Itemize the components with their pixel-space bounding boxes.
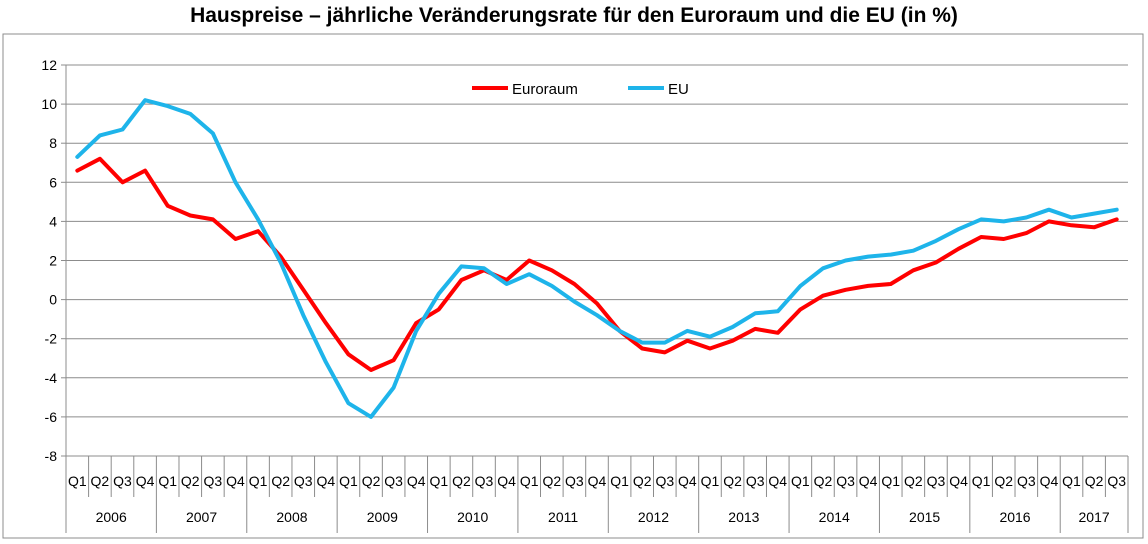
x-tick-label-year: 2006 — [96, 509, 127, 525]
x-tick-label-quarter: Q2 — [723, 473, 742, 489]
x-tick-label-quarter: Q1 — [520, 473, 539, 489]
x-tick-label-quarter: Q3 — [1017, 473, 1036, 489]
x-tick-label-quarter: Q3 — [655, 473, 674, 489]
y-tick-label: 10 — [41, 96, 57, 112]
x-tick-label-year: 2012 — [638, 509, 669, 525]
x-tick-label-quarter: Q4 — [588, 473, 607, 489]
x-tick-label-quarter: Q3 — [384, 473, 403, 489]
x-tick-label-quarter: Q1 — [339, 473, 358, 489]
x-tick-label-quarter: Q4 — [1040, 473, 1059, 489]
x-tick-label-quarter: Q3 — [294, 473, 313, 489]
x-tick-label-quarter: Q4 — [226, 473, 245, 489]
x-tick-label-quarter: Q2 — [994, 473, 1013, 489]
x-tick-label-quarter: Q1 — [429, 473, 448, 489]
x-tick-label-quarter: Q1 — [249, 473, 268, 489]
x-tick-label-quarter: Q3 — [113, 473, 132, 489]
x-tick-label-quarter: Q2 — [271, 473, 290, 489]
x-tick-label-quarter: Q3 — [204, 473, 223, 489]
x-tick-label-quarter: Q2 — [904, 473, 923, 489]
x-tick-label-quarter: Q4 — [407, 473, 426, 489]
x-tick-label-quarter: Q3 — [565, 473, 584, 489]
x-tick-label-quarter: Q2 — [1085, 473, 1104, 489]
x-tick-label-quarter: Q2 — [633, 473, 652, 489]
x-tick-label-quarter: Q2 — [814, 473, 833, 489]
legend-label: Euroraum — [512, 81, 578, 98]
x-tick-label-quarter: Q2 — [362, 473, 381, 489]
x-tick-label-quarter: Q1 — [1062, 473, 1081, 489]
x-tick-label-quarter: Q2 — [181, 473, 200, 489]
x-tick-label-quarter: Q4 — [859, 473, 878, 489]
x-tick-label-quarter: Q2 — [452, 473, 471, 489]
chart-title: Hauspreise – jährliche Veränderungsrate … — [190, 4, 958, 27]
y-tick-label: 8 — [49, 135, 57, 151]
x-tick-label-quarter: Q4 — [497, 473, 516, 489]
x-tick-label-quarter: Q1 — [881, 473, 900, 489]
x-tick-label-quarter: Q2 — [542, 473, 561, 489]
x-tick-label-quarter: Q2 — [91, 473, 110, 489]
x-tick-label-year: 2007 — [186, 509, 217, 525]
y-tick-label: 4 — [49, 213, 57, 229]
x-tick-label-year: 2009 — [367, 509, 398, 525]
x-tick-label-quarter: Q1 — [68, 473, 87, 489]
x-tick-label-quarter: Q3 — [746, 473, 765, 489]
y-tick-label: -8 — [45, 448, 58, 464]
x-tick-label-quarter: Q4 — [949, 473, 968, 489]
chart-frame — [2, 33, 1144, 539]
series-line-eu — [75, 98, 1119, 419]
x-tick-label-year: 2010 — [457, 509, 488, 525]
y-tick-label: -2 — [45, 331, 58, 347]
x-tick-label-quarter: Q1 — [972, 473, 991, 489]
x-tick-label-quarter: Q3 — [1107, 473, 1126, 489]
series-line-euroraum — [75, 156, 1119, 372]
y-tick-label: 12 — [41, 57, 57, 73]
legend-label: EU — [668, 81, 689, 98]
x-tick-label-year: 2015 — [909, 509, 940, 525]
x-tick-label-year: 2016 — [999, 509, 1030, 525]
x-tick-label-year: 2008 — [276, 509, 307, 525]
x-tick-label-quarter: Q1 — [158, 473, 177, 489]
y-tick-label: 2 — [49, 253, 57, 269]
y-tick-label: 0 — [49, 292, 57, 308]
x-tick-label-quarter: Q4 — [678, 473, 697, 489]
x-tick-label-quarter: Q1 — [791, 473, 810, 489]
x-tick-label-year: 2011 — [548, 509, 578, 525]
x-tick-label-quarter: Q4 — [317, 473, 336, 489]
x-tick-label-quarter: Q4 — [768, 473, 787, 489]
y-tick-label: -6 — [45, 409, 58, 425]
x-tick-label-quarter: Q1 — [610, 473, 629, 489]
x-tick-label-quarter: Q3 — [836, 473, 855, 489]
x-tick-label-quarter: Q3 — [475, 473, 494, 489]
y-tick-label: 6 — [49, 174, 57, 190]
x-tick-label-year: 2013 — [728, 509, 759, 525]
x-tick-label-quarter: Q4 — [136, 473, 155, 489]
y-tick-label: -4 — [45, 370, 58, 386]
x-tick-label-quarter: Q1 — [701, 473, 720, 489]
x-tick-label-year: 2017 — [1079, 509, 1110, 525]
x-tick-label-quarter: Q3 — [927, 473, 946, 489]
x-tick-label-year: 2014 — [819, 509, 850, 525]
